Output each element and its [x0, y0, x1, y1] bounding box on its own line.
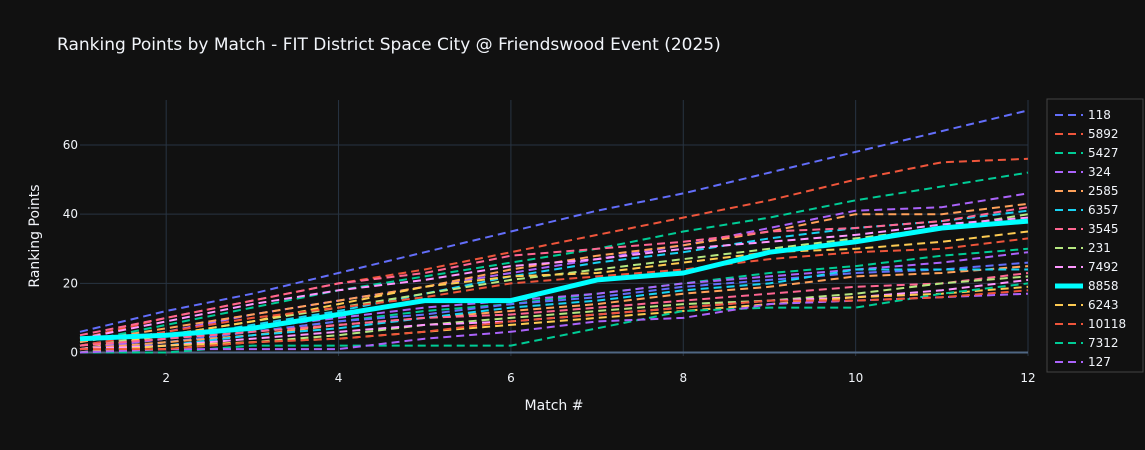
legend-label-118: 118 — [1088, 108, 1111, 122]
legend-label-6357: 6357 — [1088, 203, 1119, 217]
y-tick-label-20: 20 — [63, 276, 78, 290]
legend-label-8858: 8858 — [1088, 279, 1119, 293]
legend-label-324: 324 — [1088, 165, 1111, 179]
series-line-118 — [79, 109, 1029, 333]
series-line-unlabeled-17 — [79, 272, 1029, 347]
y-tick-label-60: 60 — [63, 138, 78, 152]
legend-label-5427: 5427 — [1088, 146, 1119, 160]
legend-label-10118: 10118 — [1088, 317, 1126, 331]
series-line-2585 — [79, 202, 1029, 344]
legend-label-7312: 7312 — [1088, 336, 1119, 350]
x-tick-label-6: 6 — [507, 371, 515, 385]
legend-label-2585: 2585 — [1088, 184, 1119, 198]
plot-background — [80, 100, 1028, 356]
legend-label-127: 127 — [1088, 355, 1111, 369]
y-tick-label-40: 40 — [63, 207, 78, 221]
legend-label-7492: 7492 — [1088, 260, 1119, 274]
legend-box — [1046, 98, 1144, 373]
x-tick-label-4: 4 — [335, 371, 343, 385]
series-line-7492 — [79, 216, 1029, 340]
series-line-6243 — [79, 230, 1029, 351]
x-axis-label: Match # — [525, 398, 584, 414]
series-layer — [79, 109, 1029, 354]
x-tick-label-8: 8 — [679, 371, 687, 385]
legend-items: 118 5892 5427 324 2585 6357 3545 231 7492 8858 624… — [1055, 108, 1126, 369]
y-axis-label: Ranking Points — [27, 184, 43, 287]
tick-layer: 2 4 6 8 10 12 0 20 40 60 — [63, 138, 1036, 385]
x-tick-label-10: 10 — [848, 371, 863, 385]
legend-label-5892: 5892 — [1088, 127, 1119, 141]
x-tick-label-12: 12 — [1020, 371, 1035, 385]
series-line-10118 — [79, 237, 1029, 347]
legend-label-231: 231 — [1088, 241, 1111, 255]
series-line-3545 — [79, 206, 1029, 337]
x-tick-label-2: 2 — [162, 371, 170, 385]
series-line-unlabeled-16 — [79, 268, 1028, 354]
plot-area — [79, 100, 1029, 356]
series-line-unlabeled-22 — [79, 292, 1029, 354]
legend: 118 5892 5427 324 2585 6357 3545 231 7492 8858 624… — [1046, 98, 1144, 373]
series-line-5427 — [79, 171, 1029, 344]
series-line-unlabeled-23 — [80, 289, 1029, 351]
chart-title: Ranking Points by Match - FIT District S… — [57, 35, 721, 55]
legend-label-6243: 6243 — [1088, 298, 1119, 312]
y-tick-label-0: 0 — [70, 346, 78, 360]
series-line-8858 — [79, 218, 1029, 342]
series-line-unlabeled-21 — [80, 282, 1029, 354]
legend-label-3545: 3545 — [1088, 222, 1119, 236]
